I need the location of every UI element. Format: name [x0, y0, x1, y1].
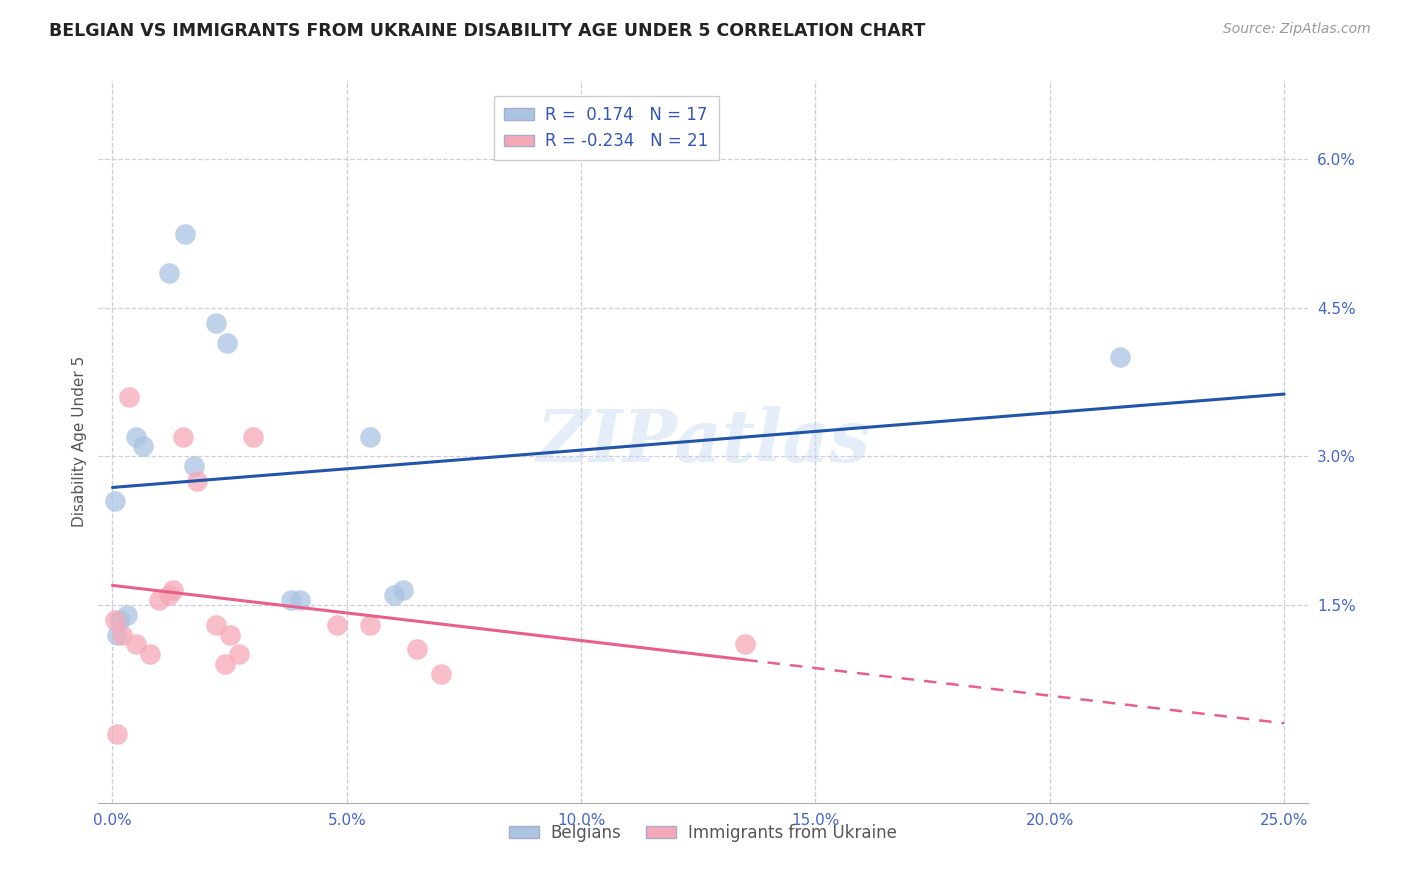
Point	[214, 657, 236, 672]
Point	[139, 648, 162, 662]
Point	[104, 613, 127, 627]
Point	[183, 459, 205, 474]
Point	[162, 582, 184, 597]
Point	[204, 316, 226, 330]
Point	[105, 627, 128, 641]
Point	[105, 726, 128, 740]
Point	[392, 582, 415, 597]
Point	[157, 588, 180, 602]
Legend: Belgians, Immigrants from Ukraine: Belgians, Immigrants from Ukraine	[502, 817, 904, 848]
Point	[242, 429, 264, 443]
Point	[228, 648, 250, 662]
Point	[118, 390, 141, 404]
Point	[204, 617, 226, 632]
Point	[172, 429, 194, 443]
Point	[326, 617, 349, 632]
Point	[288, 593, 311, 607]
Point	[108, 613, 131, 627]
Point	[104, 494, 127, 508]
Text: ZIPatlas: ZIPatlas	[536, 406, 870, 477]
Point	[218, 627, 240, 641]
Point	[429, 667, 451, 681]
Point	[359, 617, 381, 632]
Point	[148, 593, 170, 607]
Text: BELGIAN VS IMMIGRANTS FROM UKRAINE DISABILITY AGE UNDER 5 CORRELATION CHART: BELGIAN VS IMMIGRANTS FROM UKRAINE DISAB…	[49, 22, 925, 40]
Point	[406, 642, 429, 657]
Text: Source: ZipAtlas.com: Source: ZipAtlas.com	[1223, 22, 1371, 37]
Point	[157, 266, 180, 280]
Point	[359, 429, 381, 443]
Point	[125, 429, 148, 443]
Point	[174, 227, 197, 241]
Point	[115, 607, 138, 622]
Point	[132, 440, 155, 454]
Point	[111, 627, 134, 641]
Point	[280, 593, 302, 607]
Point	[382, 588, 405, 602]
Point	[125, 637, 148, 651]
Y-axis label: Disability Age Under 5: Disability Age Under 5	[72, 356, 87, 527]
Point	[217, 335, 239, 350]
Point	[734, 637, 756, 651]
Point	[1109, 351, 1132, 365]
Point	[186, 474, 208, 488]
